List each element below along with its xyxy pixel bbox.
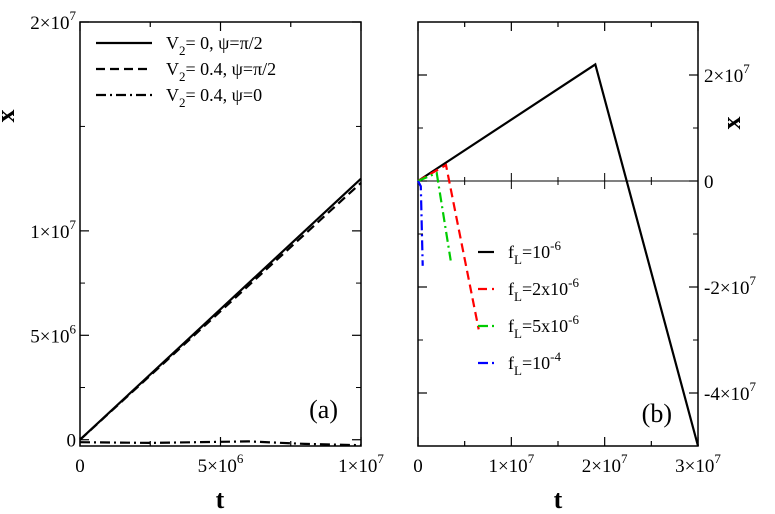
panel-b-ylabel: x xyxy=(717,117,746,130)
legend-label-1: fL=10-6 xyxy=(508,238,561,267)
x-tick-label: 0 xyxy=(413,456,423,477)
panel-a-xlabel: t xyxy=(216,485,225,514)
panel-b-label: (b) xyxy=(642,399,672,428)
x-tick-label: 1×107 xyxy=(338,451,384,477)
panel-a-series xyxy=(79,177,362,447)
panel-b-ticks xyxy=(417,22,699,446)
y-tick-label: -2×107 xyxy=(704,273,757,299)
panel-a: 0 5×106 1×107 0 5×106 1×107 2×107 t x (a) V2= … xyxy=(0,8,384,514)
panel-b: 0 1×107 2×107 3×107 2×107 0 -2×107 -4×107 t x (… xyxy=(413,21,757,514)
panel-a-ticks xyxy=(79,21,362,446)
panel-b-legend: fL=10-6 fL=2x10-6 fL=5x10-6 fL=10-4 xyxy=(478,238,579,378)
x-tick-label: 0 xyxy=(75,456,85,477)
panel-b-series xyxy=(417,62,700,447)
y-tick-label: 5×106 xyxy=(30,321,76,347)
legend-label-1: V2= 0, ψ=π/2 xyxy=(166,33,263,58)
y-tick-label: 0 xyxy=(67,431,77,452)
panel-a-legend: V2= 0, ψ=π/2V2= 0.4, ψ=π/2V2= 0.4, ψ=0 xyxy=(96,33,276,110)
x-tick-label: 3×107 xyxy=(675,451,721,477)
panel-a-ylabel: x xyxy=(0,110,20,123)
y-tick-label: 2×107 xyxy=(30,8,76,34)
legend-label-2: fL=2x10-6 xyxy=(508,275,579,304)
y-tick-label: 0 xyxy=(704,172,714,193)
panel-a-label: (a) xyxy=(309,395,338,424)
legend-label-3: V2= 0.4, ψ=0 xyxy=(166,85,262,110)
series-line-3 xyxy=(417,171,452,261)
legend-label-4: fL=10-4 xyxy=(508,349,561,378)
y-tick-label: 1×107 xyxy=(30,217,76,243)
x-tick-label: 2×107 xyxy=(582,451,628,477)
series-line-1 xyxy=(417,62,700,447)
panel-b-tick-labels: 0 1×107 2×107 3×107 2×107 0 -2×107 -4×107 xyxy=(413,61,756,477)
x-tick-label: 5×106 xyxy=(198,451,244,477)
series-line-3 xyxy=(79,440,362,447)
series-line-4 xyxy=(417,180,424,266)
x-tick-label: 1×107 xyxy=(488,451,534,477)
panel-b-xlabel: t xyxy=(554,485,563,514)
panel-a-tick-labels: 0 5×106 1×107 0 5×106 1×107 2×107 xyxy=(30,8,384,477)
y-tick-label: -4×107 xyxy=(704,379,757,405)
legend-label-2: V2= 0.4, ψ=π/2 xyxy=(166,59,276,84)
series-line-2 xyxy=(79,181,362,441)
legend-label-3: fL=5x10-6 xyxy=(508,312,579,341)
series-line-2 xyxy=(417,163,480,330)
y-tick-label: 2×107 xyxy=(704,61,750,87)
